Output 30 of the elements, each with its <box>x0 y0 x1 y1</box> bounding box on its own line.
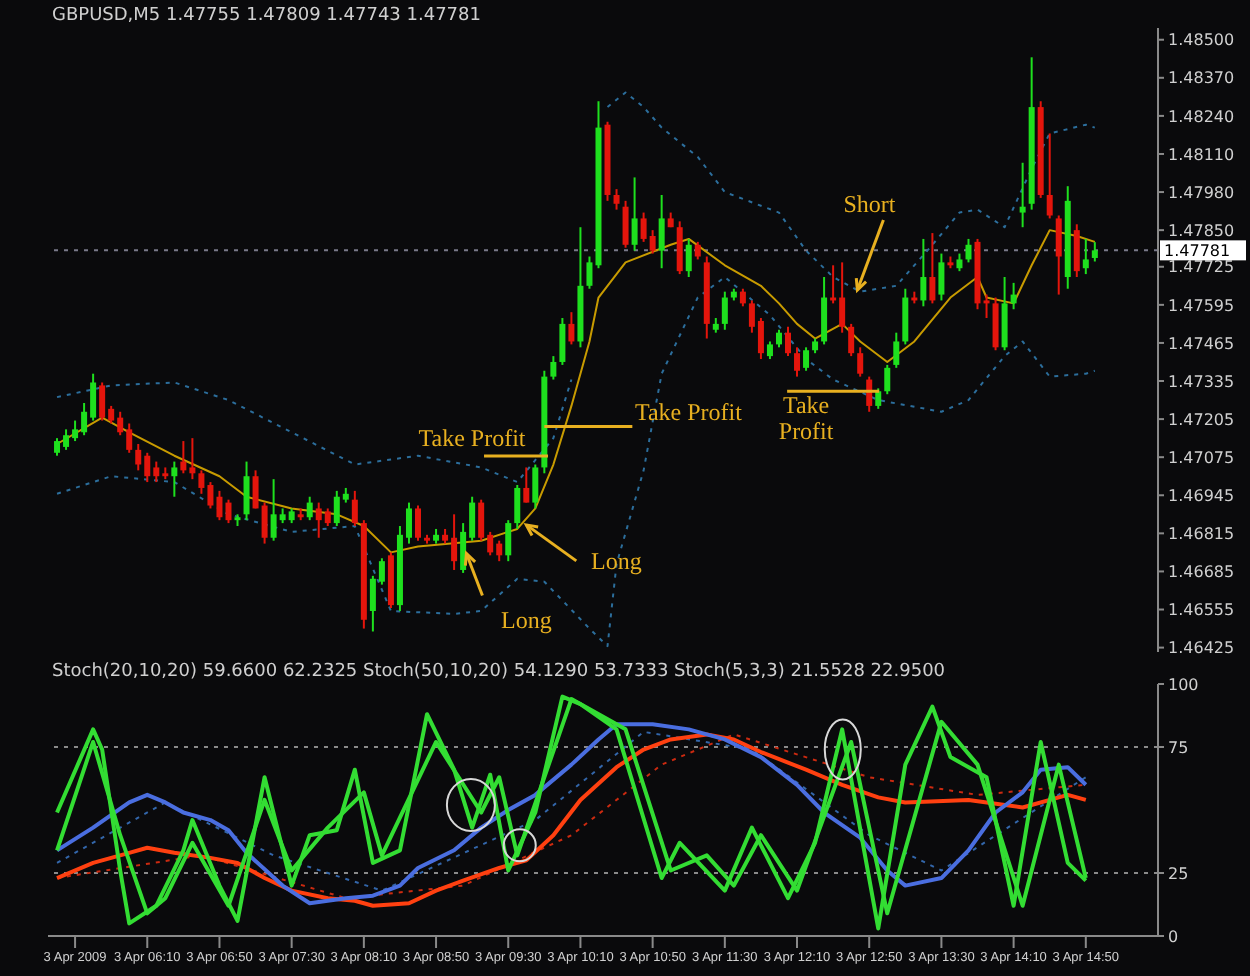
y-tick-label: 1.46685 <box>1168 563 1235 582</box>
annotation: Take Profit <box>634 397 744 426</box>
y-tick-label: 1.48500 <box>1168 31 1235 50</box>
ref-line-label: 1.47781 <box>1164 242 1231 261</box>
annotation: Long <box>590 546 642 575</box>
y-tick-label: 1.46425 <box>1168 639 1235 658</box>
y-tick-label: 25 <box>1168 864 1189 883</box>
chart-title: GBPUSD,M5 1.47755 1.47809 1.47743 1.47781 <box>52 6 481 26</box>
annotation: Short <box>843 189 897 218</box>
y-tick-label: 1.46945 <box>1168 486 1235 505</box>
y-tick-label: 1.47725 <box>1168 258 1235 277</box>
chart-title: Stoch(20,10,20) 59.6600 62.2325 Stoch(50,10,20) 54.1290 53.7333 Stoch(5,3,3) 21.5528 22.9500 <box>52 662 946 682</box>
y-tick-label: 75 <box>1168 738 1189 757</box>
y-tick-label: 100 <box>1168 675 1199 694</box>
y-tick-label: 1.47465 <box>1168 334 1235 353</box>
y-tick-label: 1.47075 <box>1168 448 1235 467</box>
y-tick-label: 1.48110 <box>1168 145 1235 164</box>
y-tick-label: 1.47980 <box>1168 183 1235 202</box>
annotation: Take Profit <box>778 391 835 446</box>
y-tick-label: 1.46815 <box>1168 525 1235 544</box>
y-tick-label: 1.48370 <box>1168 69 1235 88</box>
y-tick-label: 1.47335 <box>1168 372 1235 391</box>
annotation: Take Profit <box>418 423 527 452</box>
y-tick-label: 0 <box>1168 927 1179 946</box>
y-tick-label: 1.47595 <box>1168 296 1235 315</box>
y-tick-label: 1.47850 <box>1168 221 1235 240</box>
y-tick-label: 1.46555 <box>1168 601 1235 620</box>
y-tick-label: 1.47205 <box>1168 410 1235 429</box>
y-tick-label: 1.48240 <box>1168 107 1235 126</box>
annotation: Long <box>501 605 552 634</box>
